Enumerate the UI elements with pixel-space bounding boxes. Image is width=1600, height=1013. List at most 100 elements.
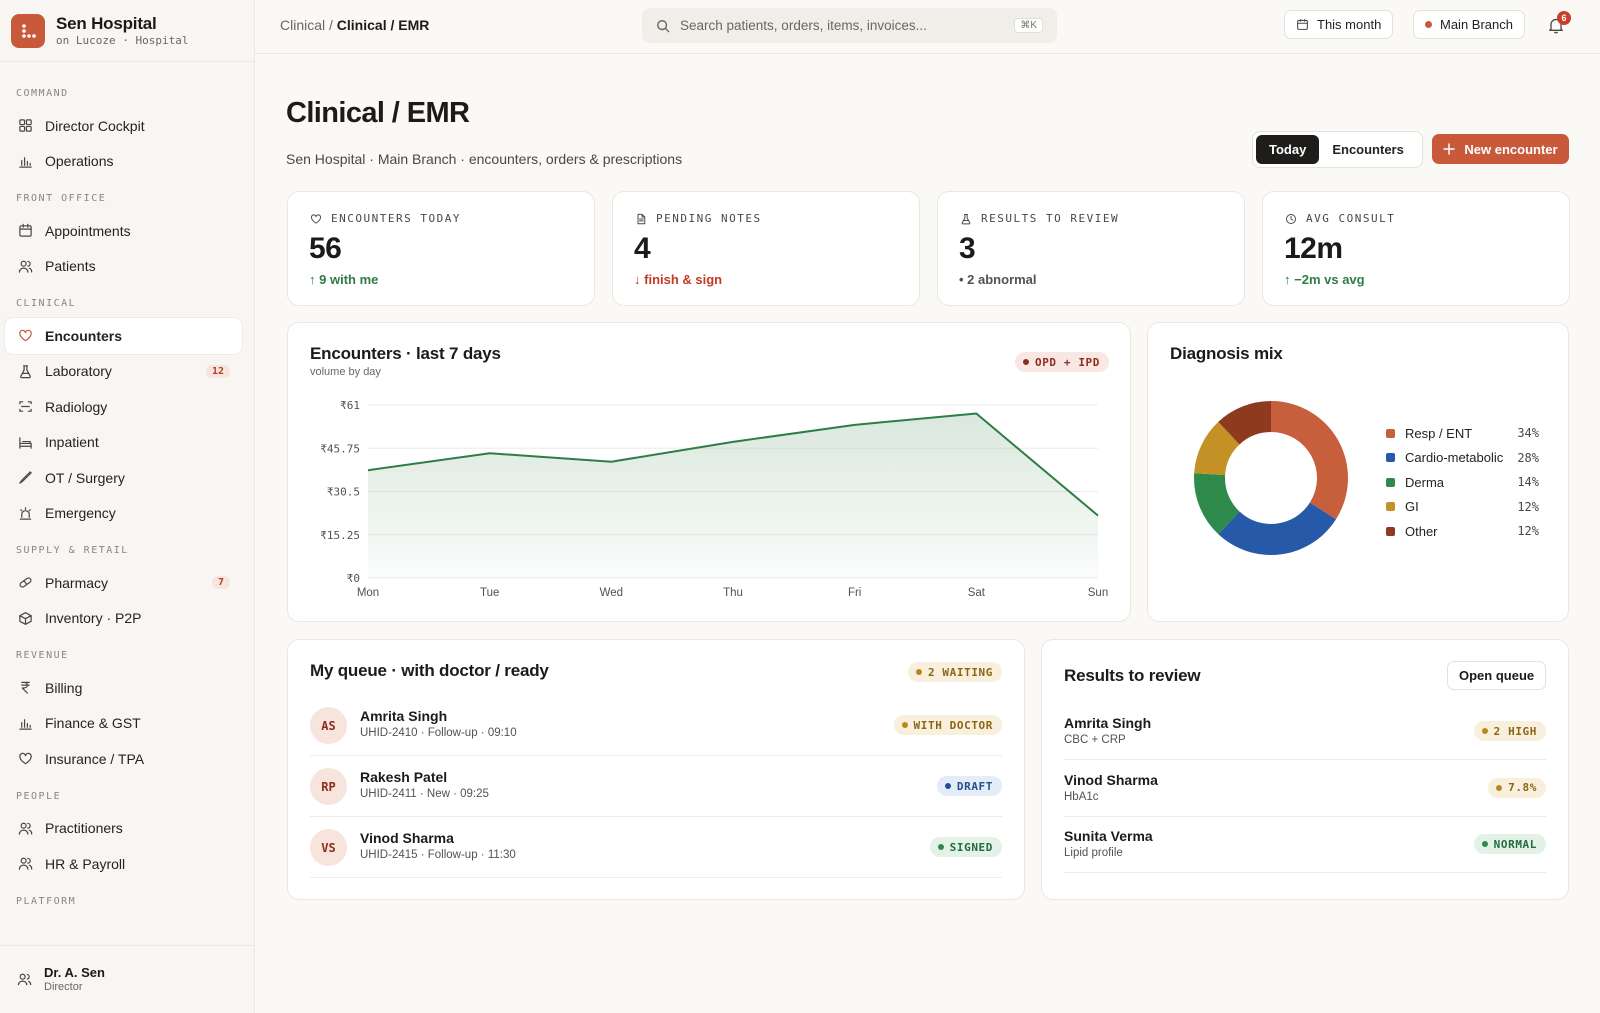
sidebar-item-radiology[interactable]: Radiology xyxy=(5,389,242,425)
sidebar-item-inventory-p2p[interactable]: Inventory · P2P xyxy=(5,601,242,637)
kpi-card[interactable]: PENDING NOTES 4 ↓ finish & sign xyxy=(612,191,920,306)
result-row[interactable]: Amrita Singh CBC + CRP 2 HIGH xyxy=(1064,704,1546,760)
queue-row[interactable]: VS Vinod Sharma UHID-2415 · Follow-up · … xyxy=(310,817,1002,878)
scalpel-icon-wrap xyxy=(17,470,33,486)
tab-encounters[interactable]: Encounters xyxy=(1332,142,1404,157)
legend-label: GI xyxy=(1405,499,1419,515)
sidebar-item-pharmacy[interactable]: Pharmacy 7 xyxy=(5,565,242,601)
nav-section-title: PLATFORM xyxy=(16,895,77,907)
queue-row[interactable]: AS Amrita Singh UHID-2410 · Follow-up · … xyxy=(310,695,1002,756)
search-input[interactable]: Search patients, orders, items, invoices… xyxy=(642,8,1057,43)
period-selector[interactable]: This month xyxy=(1284,10,1394,39)
notification-count: 6 xyxy=(1557,11,1571,25)
nav-section-title: COMMAND xyxy=(16,88,69,99)
breadcrumb-parent[interactable]: Clinical / xyxy=(280,17,333,33)
kpi-card[interactable]: AVG CONSULT 12m ↑ −2m vs avg xyxy=(1262,191,1570,306)
donut-slice[interactable] xyxy=(1194,421,1240,476)
kpi-value: 4 xyxy=(634,232,651,265)
diagnosis-donut-chart xyxy=(1194,401,1348,555)
brand-subtitle: on Lucoze · Hospital xyxy=(56,33,189,47)
users-icon xyxy=(18,822,32,835)
sidebar-item-insurance-tpa[interactable]: Insurance / TPA xyxy=(5,741,242,777)
sidebar-item-emergency[interactable]: Emergency xyxy=(5,496,242,532)
nav-section-title: FRONT OFFICE xyxy=(16,193,107,204)
scalpel-icon xyxy=(18,471,32,484)
sidebar-item-practitioners[interactable]: Practitioners xyxy=(5,811,242,847)
legend-swatch xyxy=(1386,477,1395,487)
clock-icon xyxy=(1286,213,1296,224)
user-profile[interactable]: Dr. A. Sen Director xyxy=(0,945,254,1013)
sidebar-item-laboratory[interactable]: Laboratory 12 xyxy=(5,354,242,390)
encounters-chart-subtitle: volume by day xyxy=(310,366,381,378)
sidebar-item-label: Insurance / TPA xyxy=(45,750,145,767)
sidebar-item-billing[interactable]: Billing xyxy=(5,670,242,706)
sidebar-item-patients[interactable]: Patients xyxy=(5,249,242,285)
legend-item: Derma 14% xyxy=(1386,470,1539,495)
x-tick-label: Thu xyxy=(723,587,743,599)
open-queue-button[interactable]: Open queue xyxy=(1447,661,1547,690)
result-row[interactable]: Sunita Verma Lipid profile NORMAL xyxy=(1064,817,1546,873)
result-flag-badge: NORMAL xyxy=(1473,834,1546,854)
legend-item: Cardio-metabolic 28% xyxy=(1386,446,1539,471)
result-row[interactable]: Vinod Sharma HbA1c 7.8% xyxy=(1064,761,1546,817)
patient-name: Amrita Singh xyxy=(360,708,448,724)
sidebar-item-label: Patients xyxy=(45,258,96,275)
status-label: WITH DOCTOR xyxy=(913,718,993,732)
sidebar-item-ot-surgery[interactable]: OT / Surgery xyxy=(5,460,242,496)
x-tick-label: Sun xyxy=(1088,587,1108,599)
y-tick-label: ₹45.75 xyxy=(320,442,360,455)
brand[interactable]: Sen Hospital on Lucoze · Hospital xyxy=(0,0,254,62)
legend-label: Cardio-metabolic xyxy=(1405,450,1504,466)
sidebar-item-hr-payroll[interactable]: HR & Payroll xyxy=(5,846,242,882)
tab-today[interactable]: Today xyxy=(1256,135,1320,164)
waiting-pill: 2 WAITING xyxy=(907,662,1002,682)
donut-slice[interactable] xyxy=(1218,502,1337,555)
x-tick-label: Tue xyxy=(480,587,499,599)
queue-row[interactable]: RP Rakesh Patel UHID-2411 · New · 09:25 … xyxy=(310,756,1002,817)
donut-slice[interactable] xyxy=(1218,401,1271,445)
donut-slice[interactable] xyxy=(1194,473,1240,535)
box-icon-wrap xyxy=(17,610,33,626)
topbar: Clinical / Clinical / EMR Search patient… xyxy=(255,0,1600,54)
sidebar-item-catalog-masters[interactable]: Catalog & Masters xyxy=(5,916,242,926)
new-encounter-button[interactable]: New encounter xyxy=(1432,134,1569,164)
kpi-note: ↑ 9 with me xyxy=(309,272,378,287)
legend-item: Resp / ENT 34% xyxy=(1386,421,1539,446)
flag-dot-icon xyxy=(1496,784,1503,791)
sidebar-item-label: Finance & GST xyxy=(45,715,141,732)
sidebar-item-finance-gst[interactable]: Finance & GST xyxy=(5,706,242,742)
sidebar-item-appointments[interactable]: Appointments xyxy=(5,213,242,249)
sidebar-nav: COMMAND Director Cockpit Operations FRONT O… xyxy=(0,80,254,925)
kpi-card[interactable]: ENCOUNTERS TODAY 56 ↑ 9 with me xyxy=(287,191,595,306)
result-flag-label: 7.8% xyxy=(1508,781,1537,794)
kpi-card[interactable]: RESULTS TO REVIEW 3 • 2 abnormal xyxy=(937,191,1245,306)
sidebar-item-inpatient[interactable]: Inpatient xyxy=(5,425,242,461)
bed-icon xyxy=(18,436,32,449)
branch-selector[interactable]: Main Branch xyxy=(1413,10,1525,39)
sidebar-item-label: Practitioners xyxy=(45,820,123,837)
sidebar-item-encounters[interactable]: Encounters xyxy=(5,318,242,354)
area-fill xyxy=(368,413,1098,578)
sidebar-item-label: Appointments xyxy=(45,222,131,239)
status-dot-icon xyxy=(944,783,951,789)
legend-item: GI 12% xyxy=(1386,495,1539,520)
sidebar-item-label: Inventory · P2P xyxy=(45,610,142,627)
notifications-button[interactable]: 6 xyxy=(1547,11,1571,35)
search-shortcut: ⌘K xyxy=(1014,18,1043,33)
queue-card: My queue · with doctor / ready 2 WAITING… xyxy=(287,639,1025,900)
status-label: SIGNED xyxy=(949,840,993,854)
kpi-note-text: −2m vs avg xyxy=(1294,272,1365,287)
heart-icon xyxy=(18,752,32,765)
flag-dot-icon xyxy=(1481,728,1488,734)
kpi-note-text: 2 abnormal xyxy=(967,272,1037,287)
sidebar-item-badge: 12 xyxy=(205,364,230,378)
result-flag-label: 2 HIGH xyxy=(1493,724,1537,738)
legend-swatch xyxy=(1386,502,1395,512)
sidebar-item-label: Encounters xyxy=(45,327,123,344)
sidebar-item-operations[interactable]: Operations xyxy=(5,144,242,180)
sidebar-item-director-cockpit[interactable]: Director Cockpit xyxy=(5,108,242,144)
donut-slice[interactable] xyxy=(1271,401,1348,520)
users-icon xyxy=(17,973,32,986)
kpi-label: ENCOUNTERS TODAY xyxy=(310,212,461,225)
patient-meta: UHID-2410 · Follow-up · 09:10 xyxy=(360,727,517,739)
